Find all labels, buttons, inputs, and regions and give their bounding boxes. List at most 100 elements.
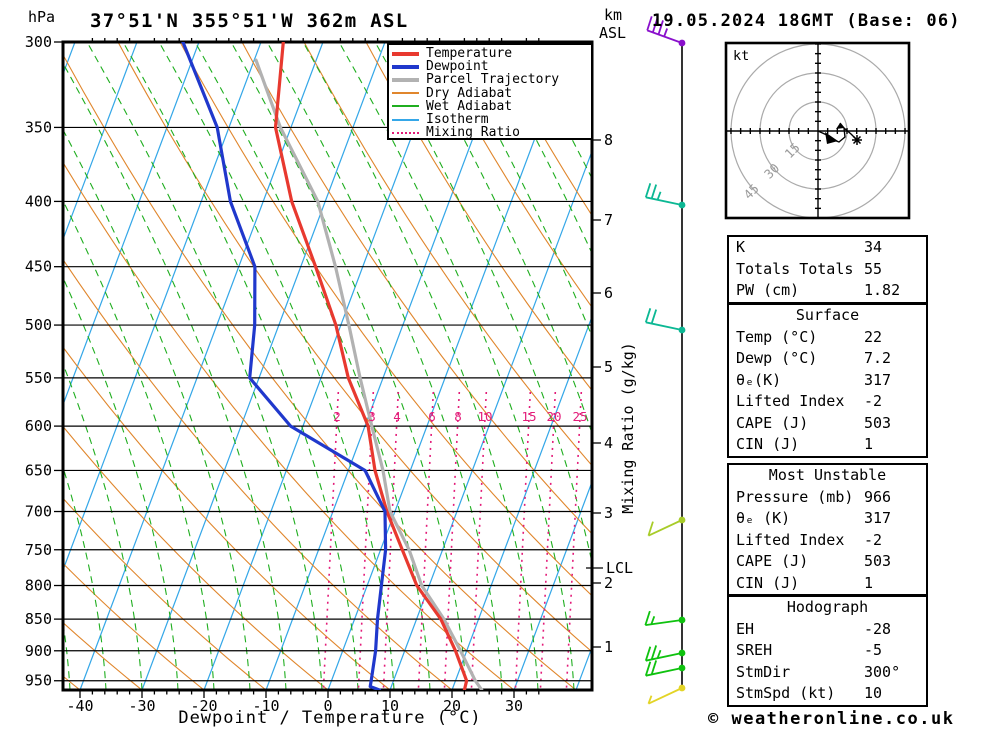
temp-tick-label: 0 <box>323 697 332 715</box>
table-row: Pressure (mb) 966 <box>729 487 926 509</box>
hodograph-ring-label: 15 <box>782 140 803 161</box>
table-row-value: -2 <box>864 392 883 410</box>
table-row-label: StmSpd (kt) <box>736 684 836 702</box>
table-row-value: 1.82 <box>864 281 901 299</box>
mixing-ratio-value-labels: 2 3 4 6 8 10 15 20 25 <box>333 409 587 424</box>
dry-adiabats-grid <box>63 42 592 690</box>
wind-barb <box>644 660 686 677</box>
table-row-value: 1 <box>864 573 874 592</box>
km-tick-label: 2 <box>604 574 613 592</box>
mixing-ratio-lines <box>322 391 583 689</box>
pressure-tick-label: 850 <box>25 610 52 628</box>
pressure-tick-label: 550 <box>25 369 52 387</box>
hodograph-ring-label: 30 <box>761 160 782 181</box>
parcel-trajectory-curve <box>254 58 484 690</box>
table-row-label: SREH <box>736 641 773 659</box>
mixing-ratio-value: 2 <box>333 409 341 424</box>
temp-tick-label: 20 <box>443 697 461 715</box>
wind-barb <box>644 610 686 627</box>
mixing-ratio-value: 25 <box>572 409 587 424</box>
mixing-ratio-axis-label: Mixing Ratio (g/kg) <box>619 342 637 514</box>
km-tick-label: 3 <box>604 504 613 522</box>
legend-item: Mixing Ratio <box>389 126 591 139</box>
hodograph-border <box>724 41 911 220</box>
temp-tick-label: 30 <box>505 697 523 715</box>
copyright-watermark: © weatheronline.co.uk <box>708 709 955 729</box>
table-row-label: Totals Totals <box>736 259 854 278</box>
pressure-tick-label: 700 <box>25 503 52 521</box>
pressure-tick-label: 500 <box>25 316 52 334</box>
table-row-label: K <box>736 238 746 256</box>
wind-barb <box>644 183 686 209</box>
table-row: CAPE (J) 503 <box>729 413 926 435</box>
pressure-tick-label: 650 <box>25 461 52 479</box>
legend-swatch-parcel-trajectory <box>392 77 419 82</box>
info-table-indices: K 34 Totals Totals 55 PW (cm) 1.82 <box>727 235 928 304</box>
mixing-ratio-value: 8 <box>454 409 462 424</box>
table-row: Totals Totals 55 <box>729 259 926 281</box>
table-row: θₑ (K) 317 <box>729 508 926 530</box>
hodograph-ring-label: 45 <box>741 181 762 202</box>
table-row: CIN (J) 1 <box>729 573 926 595</box>
pressure-tick-label: 450 <box>25 258 52 276</box>
table-row: Lifted Index -2 <box>729 530 926 552</box>
legend-swatch-dry-adiabat <box>392 92 419 95</box>
pressure-tick-label: 600 <box>25 417 52 435</box>
legend-item: Dewpoint <box>389 60 591 73</box>
pressure-tick-label: 800 <box>25 577 52 595</box>
km-tick-label: 7 <box>604 211 613 229</box>
wind-barb <box>646 16 686 47</box>
hodograph-star-marker <box>852 135 862 145</box>
table-row-label: Dewp (°C) <box>736 349 818 367</box>
legend-item: Dry Adiabat <box>389 87 591 100</box>
pressure-tick-label: 950 <box>25 672 52 690</box>
table-row-value: 22 <box>864 327 883 346</box>
table-row-label: Temp (°C) <box>736 327 818 346</box>
table-row-value: 966 <box>864 487 892 506</box>
legend-swatch-dewpoint <box>392 64 419 69</box>
table-row-value: 300° <box>864 662 901 681</box>
table-row-label: EH <box>736 619 755 638</box>
axis-tick-labels: 3003504004505005506006507007508008509009… <box>25 33 613 715</box>
hodograph-arrowhead-small <box>836 123 844 129</box>
lcl-marker: LCL <box>586 559 633 577</box>
legend-item: Parcel Trajectory <box>389 73 591 86</box>
table-section-header: Surface <box>795 306 860 324</box>
table-row-value: 34 <box>864 238 883 256</box>
info-table-most-unstable: Most Unstable Pressure (mb) 966 θₑ (K) 317 Li… <box>727 463 928 596</box>
legend-swatch-mixing-ratio <box>392 131 419 134</box>
legend-label: Isotherm <box>426 112 489 128</box>
temp-tick-label: -20 <box>190 697 217 715</box>
table-row-label: CAPE (J) <box>736 413 809 432</box>
run-datetime: 19.05.2024 18GMT (Base: 06) <box>652 11 961 31</box>
table-row-value: -5 <box>864 641 883 659</box>
mixing-ratio-value: 10 <box>477 409 492 424</box>
table-row: Lifted Index -2 <box>729 391 926 413</box>
km-tick-label: 4 <box>604 434 613 452</box>
pressure-tick-label: 400 <box>25 192 52 210</box>
pressure-tick-label: 300 <box>25 33 52 51</box>
legend: Temperature Dewpoint Parcel Trajectory Dry … <box>387 43 593 140</box>
hodograph-trace <box>817 122 862 145</box>
lcl-label: LCL <box>606 559 633 577</box>
table-row-value: 503 <box>864 552 892 570</box>
table-section-header: Most Unstable <box>768 466 887 484</box>
mixing-ratio-value: 15 <box>521 409 536 424</box>
wind-barb-column <box>644 16 686 705</box>
table-row-value: 7.2 <box>864 349 892 367</box>
table-row-value: 503 <box>864 413 892 432</box>
legend-label: Parcel Trajectory <box>426 72 560 88</box>
table-row-label: CIN (J) <box>736 573 800 592</box>
mixing-ratio-value: 4 <box>393 409 401 424</box>
table-row-value: 317 <box>864 370 892 389</box>
height-axis-unit-km: km <box>604 6 623 24</box>
legend-item: Wet Adiabat <box>389 100 591 113</box>
skewt-background <box>63 42 592 690</box>
table-row-label: Lifted Index <box>736 530 845 549</box>
wind-barb <box>644 645 686 662</box>
mixing-ratio-value: 20 <box>546 409 561 424</box>
wind-barb <box>647 516 686 537</box>
legend-item: Temperature <box>389 47 591 60</box>
